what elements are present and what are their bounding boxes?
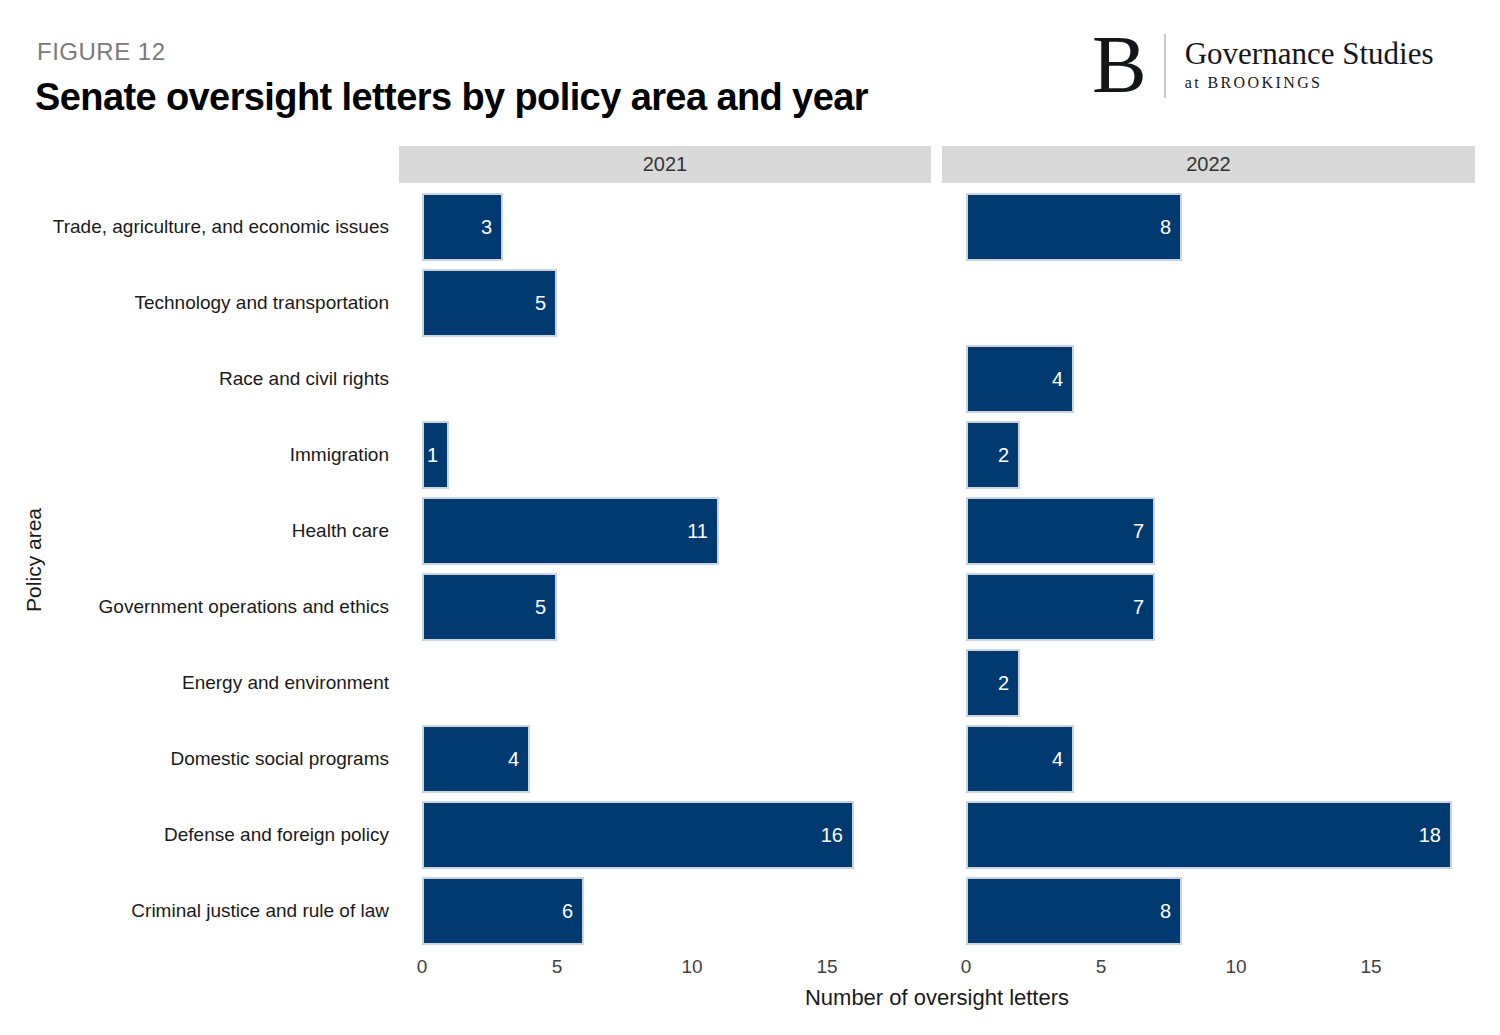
x-tick-label: 0 — [944, 956, 988, 978]
category-label: Domestic social programs — [50, 748, 389, 770]
category-label: Criminal justice and rule of law — [50, 900, 389, 922]
bar-2022-2: 4 — [966, 345, 1074, 413]
bar-2022-5: 7 — [966, 573, 1155, 641]
bar-chart: Policy area Number of oversight letters … — [0, 0, 1500, 1035]
category-label: Government operations and ethics — [50, 596, 389, 618]
x-tick-label: 5 — [535, 956, 579, 978]
bar-2021-5: 5 — [422, 573, 557, 641]
x-tick-label: 10 — [1214, 956, 1258, 978]
figure-page: FIGURE 12 Senate oversight letters by po… — [0, 0, 1500, 1035]
bar-value-label: 8 — [1160, 216, 1171, 239]
bar-value-label: 18 — [1419, 824, 1441, 847]
x-tick-label: 0 — [400, 956, 444, 978]
bar-2021-1: 5 — [422, 269, 557, 337]
bar-2021-9: 6 — [422, 877, 584, 945]
y-axis-title: Policy area — [22, 508, 46, 612]
bar-value-label: 4 — [508, 748, 519, 771]
bar-value-label: 7 — [1133, 520, 1144, 543]
facet-strip-2021: 2021 — [399, 146, 931, 183]
x-tick-label: 10 — [670, 956, 714, 978]
bar-2022-9: 8 — [966, 877, 1182, 945]
bar-2021-0: 3 — [422, 193, 503, 261]
x-axis-title: Number of oversight letters — [637, 985, 1237, 1011]
x-tick-label: 15 — [1349, 956, 1393, 978]
bar-2021-7: 4 — [422, 725, 530, 793]
bar-2022-7: 4 — [966, 725, 1074, 793]
x-tick-label: 5 — [1079, 956, 1123, 978]
bar-2022-8: 18 — [966, 801, 1452, 869]
category-label: Defense and foreign policy — [50, 824, 389, 846]
bar-value-label: 11 — [687, 520, 708, 543]
bar-2021-8: 16 — [422, 801, 854, 869]
bar-value-label: 16 — [821, 824, 843, 847]
bar-value-label: 2 — [998, 672, 1009, 695]
x-tick-label: 15 — [805, 956, 849, 978]
category-label: Race and civil rights — [50, 368, 389, 390]
bar-value-label: 3 — [481, 216, 492, 239]
bar-value-label: 4 — [1052, 368, 1063, 391]
category-label: Energy and environment — [50, 672, 389, 694]
bar-value-label: 7 — [1133, 596, 1144, 619]
bar-2021-3: 1 — [422, 421, 449, 489]
bar-value-label: 8 — [1160, 900, 1171, 923]
bar-2022-0: 8 — [966, 193, 1182, 261]
bar-2022-3: 2 — [966, 421, 1020, 489]
bar-2022-4: 7 — [966, 497, 1155, 565]
category-label: Technology and transportation — [50, 292, 389, 314]
bar-value-label: 4 — [1052, 748, 1063, 771]
bar-value-label: 2 — [998, 444, 1009, 467]
bar-value-label: 6 — [562, 900, 573, 923]
bar-2021-4: 11 — [422, 497, 719, 565]
bar-2022-6: 2 — [966, 649, 1020, 717]
bar-value-label: 5 — [535, 292, 546, 315]
category-label: Trade, agriculture, and economic issues — [50, 216, 389, 238]
bar-value-label: 5 — [535, 596, 546, 619]
bar-value-label: 1 — [427, 444, 438, 467]
category-label: Immigration — [50, 444, 389, 466]
category-label: Health care — [50, 520, 389, 542]
facet-strip-2022: 2022 — [942, 146, 1475, 183]
